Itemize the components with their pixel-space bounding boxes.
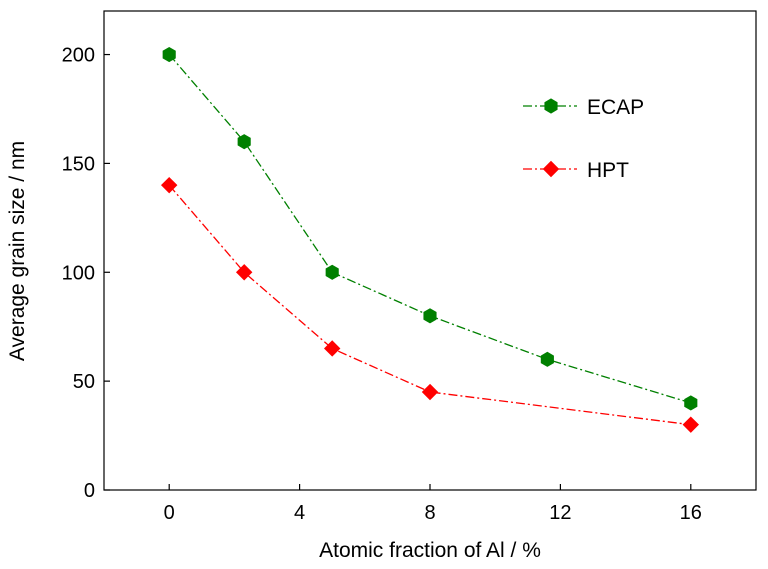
series-ecap: [162, 46, 698, 411]
data-point-hpt: [235, 264, 253, 281]
data-point-ecap: [540, 351, 554, 367]
y-tick-label: 100: [62, 262, 95, 284]
data-point-hpt: [160, 176, 178, 194]
legend-label-hpt: HPT: [587, 159, 629, 182]
series-line-hpt: [168, 184, 691, 426]
data-point-hpt: [421, 383, 439, 401]
legend-marker-hpt: [542, 160, 560, 178]
x-axis-label: Atomic fraction of Al / %: [319, 539, 541, 562]
x-tick-label: 4: [294, 502, 305, 524]
y-tick-label: 150: [62, 153, 95, 175]
plot-frame: [103, 10, 757, 491]
series-layer: [160, 46, 700, 433]
data-point-ecap: [162, 46, 176, 63]
data-point-hpt: [323, 340, 341, 357]
legend-item-ecap: ECAP: [523, 96, 644, 119]
y-tick-label: 0: [84, 480, 95, 502]
series-hpt: [160, 176, 700, 433]
x-tick-label: 0: [164, 502, 175, 524]
ticks: 0 4 8 12 16 0 50 100 150 200: [62, 45, 702, 524]
legend-label-ecap: ECAP: [587, 96, 644, 119]
legend-item-hpt: HPT: [523, 159, 629, 182]
legend-marker-ecap: [544, 98, 558, 114]
y-tick-label: 50: [73, 371, 95, 393]
data-point-ecap: [423, 308, 437, 324]
x-tick-label: 16: [680, 502, 702, 524]
data-point-ecap: [237, 134, 251, 150]
legend: ECAP HPT: [523, 96, 644, 182]
data-point-ecap: [684, 395, 698, 411]
data-point-ecap: [325, 264, 339, 280]
data-point-hpt: [682, 416, 700, 433]
x-tick-label: 8: [424, 502, 435, 524]
x-tick-label: 12: [549, 502, 571, 524]
y-tick-label: 200: [62, 45, 95, 67]
y-axis-label: Average grain size / nm: [6, 141, 29, 361]
series-line-ecap: [168, 54, 691, 404]
